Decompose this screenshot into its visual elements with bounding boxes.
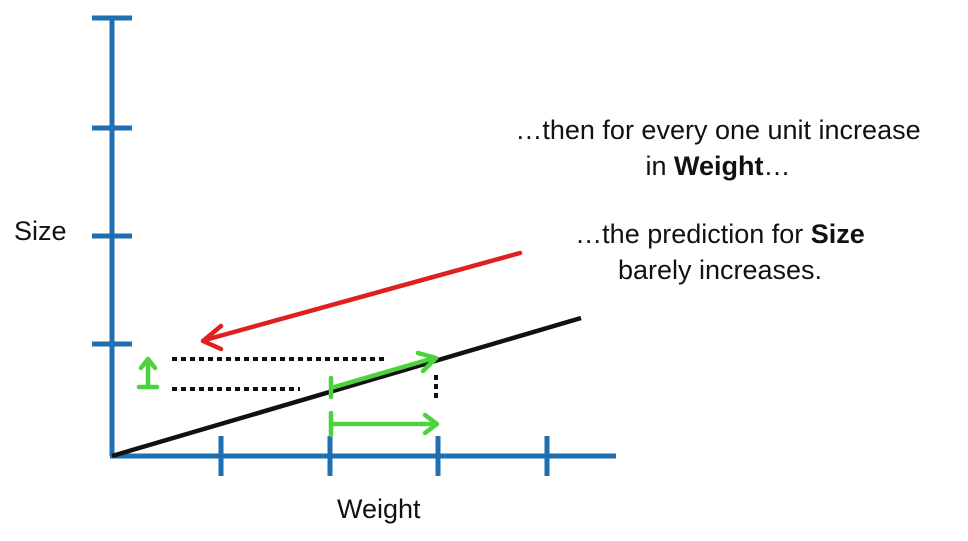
red-arrow-head [200,323,224,352]
dotted-guides [172,357,438,398]
caption-weight-line2-pre: in [645,151,675,181]
green-size-arrow-head [138,356,158,371]
green-slope-arrow-head [415,350,439,374]
caption-weight-bold: Weight [674,151,764,181]
x-axis-label: Weight [337,494,421,524]
caption-size-line1-pre: …the prediction for [575,219,811,249]
caption-weight-line1: …then for every one unit increase [515,115,921,145]
axes [92,15,616,476]
red-arrow [200,250,523,352]
regression-line [111,315,582,459]
y-axis-label: Size [14,216,67,246]
caption-size: …the prediction for Size barely increase… [520,216,920,288]
caption-weight-line2-post: … [763,151,791,181]
caption-size-line2: barely increases. [617,255,823,285]
red-arrow-shaft [202,250,523,343]
caption-weight: …then for every one unit increase in Wei… [478,112,958,184]
caption-weight-line2: in Weight… [478,148,958,184]
green-weight-arrow-head [422,412,440,436]
caption-size-line1: …the prediction for Size [520,216,920,252]
caption-size-bold: Size [810,219,865,249]
green-arrows [136,350,440,438]
green-slope-arrow-shaft [328,355,437,391]
